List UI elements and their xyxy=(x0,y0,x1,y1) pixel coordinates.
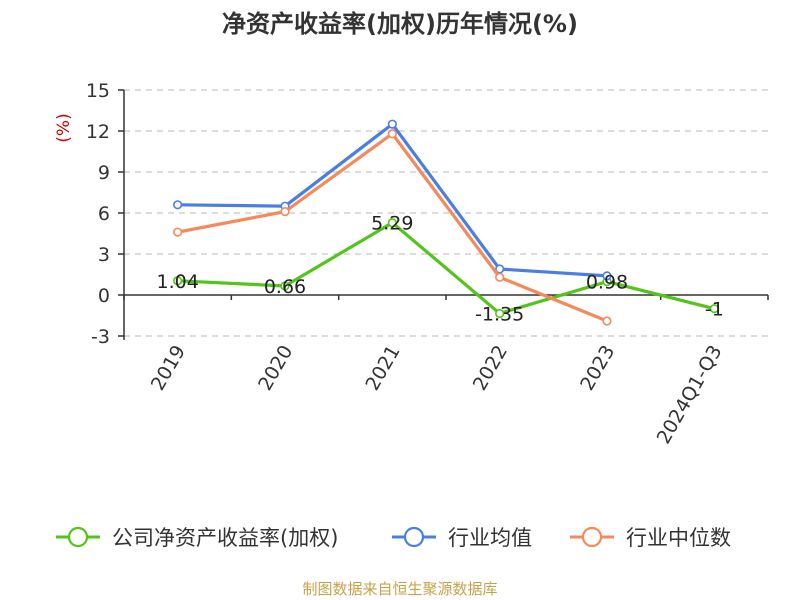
y-tick-label: 15 xyxy=(86,80,110,102)
data-point xyxy=(495,272,505,282)
data-point xyxy=(495,308,505,319)
legend-swatch-marker xyxy=(581,526,603,548)
x-tick-label: 2019 xyxy=(147,342,190,395)
x-tick-labels: 2019 2020 2021 2022 2023 2024Q1-Q3 xyxy=(147,341,727,447)
x-tick-label: 2020 xyxy=(254,342,297,395)
legend-label: 行业中位数 xyxy=(626,526,731,550)
legend-swatch-marker xyxy=(403,526,425,548)
data-point xyxy=(280,281,290,291)
y-tick-label: 12 xyxy=(86,121,110,143)
y-tick-label: 3 xyxy=(98,244,110,266)
data-point xyxy=(173,227,183,237)
chart-title: 净资产收益率(加权)历年情况(%) xyxy=(222,10,578,38)
x-tick-label: 2021 xyxy=(361,342,404,395)
series-line xyxy=(177,221,715,316)
x-tick-label: 2024Q1-Q3 xyxy=(653,342,727,448)
legend-label: 公司净资产收益率(加权) xyxy=(112,526,338,550)
y-tick-label: 0 xyxy=(98,285,110,307)
legend-swatch-marker xyxy=(67,526,89,548)
x-tick-label: 2022 xyxy=(469,341,512,394)
axes xyxy=(118,89,769,340)
legend: 公司净资产收益率(加权) 行业均值 行业中位数 xyxy=(56,526,731,550)
data-label: -1 xyxy=(705,299,724,321)
data-point xyxy=(173,200,183,210)
data-point xyxy=(709,304,719,314)
data-label: 0.66 xyxy=(264,276,306,298)
data-point xyxy=(387,129,397,139)
data-point xyxy=(387,119,397,129)
data-label: 1.04 xyxy=(157,271,199,293)
source-note: 制图数据来自恒生聚源数据库 xyxy=(302,580,498,598)
data-labels: 1.04 0.66 5.29 -1.35 0.98 -1 xyxy=(157,213,724,326)
y-tick-labels: 15 12 9 6 3 0 -3 xyxy=(86,80,110,348)
data-label: 5.29 xyxy=(371,213,413,235)
y-tick-label: -3 xyxy=(91,326,110,348)
series-lines xyxy=(173,119,719,326)
gridlines xyxy=(124,89,768,337)
y-tick-label: 6 xyxy=(98,203,110,225)
data-point xyxy=(602,316,612,326)
data-label: 0.98 xyxy=(586,272,628,294)
data-point xyxy=(602,271,612,281)
legend-label: 行业均值 xyxy=(448,526,532,550)
data-point xyxy=(387,218,397,228)
data-point xyxy=(280,207,290,217)
y-axis-label: (%) xyxy=(54,113,74,142)
y-tick-label: 9 xyxy=(98,162,110,184)
data-label: -1.35 xyxy=(475,303,524,325)
series-line xyxy=(177,122,608,278)
data-point xyxy=(173,276,183,286)
x-tick-label: 2023 xyxy=(576,342,619,395)
